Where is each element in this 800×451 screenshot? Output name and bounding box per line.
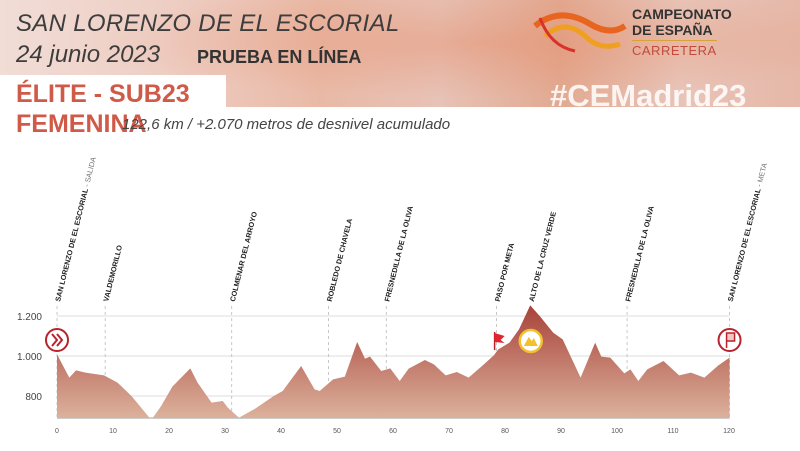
waypoint-label: SAN LORENZO DE EL ESCORIAL - META bbox=[726, 162, 769, 303]
category-line1: ÉLITE - SUB23 bbox=[16, 80, 190, 108]
championship-logo-icon bbox=[533, 12, 627, 53]
x-tick-label: 110 bbox=[667, 428, 678, 435]
x-tick-label: 50 bbox=[333, 428, 341, 435]
logo-line2: DE ESPAÑA bbox=[632, 22, 713, 38]
x-tick-label: 40 bbox=[277, 428, 285, 435]
waypoint-name: FRESNEDILLA DE LA OLIVA bbox=[623, 204, 656, 302]
waypoint-name: SAN LORENZO DE EL ESCORIAL bbox=[726, 187, 763, 302]
y-tick-label: 1.000 bbox=[17, 352, 42, 363]
waypoint-suffix: - META bbox=[754, 162, 769, 190]
distance-info: 122,6 km / +2.070 metros de desnivel acu… bbox=[122, 116, 451, 133]
logo-line1: CAMPEONATO bbox=[632, 6, 732, 22]
x-tick-label: 120 bbox=[723, 428, 735, 435]
logo-line3: CARRETERA bbox=[632, 40, 717, 58]
waypoint-name: ALTO DE LA CRUZ VERDE bbox=[527, 211, 558, 303]
x-tick-label: 90 bbox=[557, 428, 565, 435]
mountain-shape bbox=[523, 337, 538, 346]
waypoint-name: ROBLEDO DE CHAVELA bbox=[325, 217, 355, 303]
y-tick-label: 800 bbox=[25, 392, 42, 403]
race-date: 24 junio 2023 bbox=[16, 41, 161, 68]
waypoint-label: COLMENAR DEL ARROYO bbox=[228, 210, 259, 302]
waypoint-name: VALDEMORILLO bbox=[101, 244, 124, 303]
logo-text: CAMPEONATO DE ESPAÑA bbox=[632, 6, 732, 38]
x-tick-label: 20 bbox=[165, 428, 173, 435]
waypoint-label: FRESNEDILLA DE LA OLIVA bbox=[623, 204, 656, 302]
waypoint-label: ROBLEDO DE CHAVELA bbox=[325, 217, 355, 303]
start-icon bbox=[45, 328, 69, 352]
category-line2: FEMENINA bbox=[16, 110, 147, 138]
category-box bbox=[0, 75, 226, 107]
waypoint-label: SAN LORENZO DE EL ESCORIAL - SALIDA bbox=[53, 156, 98, 303]
waypoint-suffix: - SALIDA bbox=[81, 156, 98, 190]
x-tick-label: 30 bbox=[221, 428, 229, 435]
elevation-profile-chart: SAN LORENZO DE EL ESCORIAL - SALIDAVALDE… bbox=[17, 156, 769, 435]
x-tick-label: 10 bbox=[109, 428, 117, 435]
x-tick-label: 0 bbox=[55, 428, 59, 435]
x-tick-label: 70 bbox=[445, 428, 453, 435]
chevrons bbox=[51, 333, 64, 347]
waypoint-label: FRESNEDILLA DE LA OLIVA bbox=[382, 204, 415, 302]
y-tick-label: 1.200 bbox=[17, 312, 42, 323]
finish-icon bbox=[717, 328, 742, 352]
waypoint-label: VALDEMORILLO bbox=[101, 244, 124, 303]
x-tick-label: 80 bbox=[501, 428, 509, 435]
waypoint-label: ALTO DE LA CRUZ VERDE bbox=[527, 211, 558, 303]
waypoint-name: PASO POR META bbox=[493, 241, 516, 302]
event-type: PRUEBA EN LÍNEA bbox=[197, 47, 362, 67]
elevation-area bbox=[57, 305, 730, 419]
mountain-icon bbox=[518, 328, 544, 354]
checkered-flag bbox=[725, 332, 736, 348]
waypoint-label: PASO POR META bbox=[493, 241, 516, 302]
waypoint-name: SAN LORENZO DE EL ESCORIAL bbox=[53, 187, 90, 302]
hashtag: #CEMadrid23 bbox=[550, 78, 747, 113]
x-tick-label: 60 bbox=[389, 428, 397, 435]
location-title: SAN LORENZO DE EL ESCORIAL bbox=[16, 10, 400, 37]
waypoint-name: COLMENAR DEL ARROYO bbox=[228, 210, 259, 302]
waypoint-name: FRESNEDILLA DE LA OLIVA bbox=[382, 204, 415, 302]
x-tick-label: 100 bbox=[611, 428, 623, 435]
flag-icon bbox=[493, 332, 505, 350]
flag-cloth bbox=[494, 333, 505, 343]
